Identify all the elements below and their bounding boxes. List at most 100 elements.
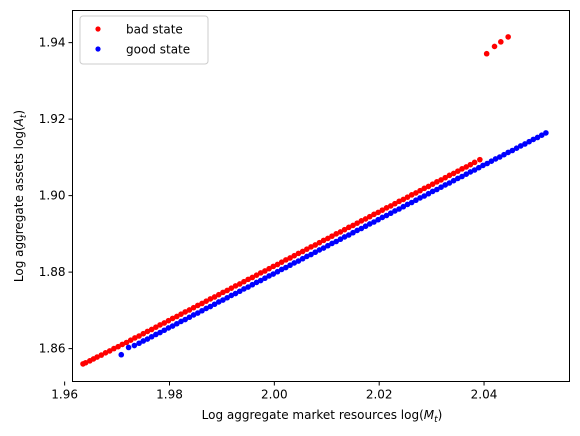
data-point xyxy=(178,318,184,325)
data-point xyxy=(371,211,377,218)
data-point xyxy=(358,218,365,224)
data-point xyxy=(477,156,483,163)
data-point xyxy=(505,149,511,156)
data-point xyxy=(392,208,398,214)
data-point xyxy=(165,325,172,331)
data-point xyxy=(496,154,503,160)
data-point xyxy=(320,245,327,251)
data-point xyxy=(165,317,172,324)
data-point xyxy=(408,192,415,198)
data-point xyxy=(136,333,142,339)
data-point xyxy=(341,226,348,233)
data-point xyxy=(153,331,159,338)
data-point xyxy=(463,164,470,170)
data-point xyxy=(325,235,331,242)
data-point xyxy=(123,339,130,346)
data-point xyxy=(308,244,314,250)
legend-label-good-state: good state xyxy=(126,43,190,57)
data-point xyxy=(140,330,147,337)
data-point xyxy=(295,258,302,264)
data-point xyxy=(249,281,256,288)
y-tick-label: 1.92 xyxy=(39,112,66,126)
data-point xyxy=(371,219,377,225)
data-point xyxy=(492,156,499,162)
data-point xyxy=(312,249,319,256)
data-point xyxy=(379,207,386,213)
y-tick-label: 1.94 xyxy=(39,36,66,50)
data-point xyxy=(203,305,209,312)
data-point xyxy=(136,340,142,347)
data-point xyxy=(140,338,147,344)
data-point xyxy=(329,233,335,239)
data-point xyxy=(383,205,390,211)
data-point xyxy=(283,257,289,263)
data-point xyxy=(429,188,436,195)
data-point xyxy=(434,186,440,193)
data-point xyxy=(270,271,277,277)
data-point xyxy=(111,345,117,352)
x-tick-label: 2.00 xyxy=(261,388,288,402)
data-point xyxy=(115,343,121,350)
data-point xyxy=(132,335,138,341)
data-point xyxy=(438,177,444,183)
data-point xyxy=(329,240,335,247)
data-point xyxy=(345,224,352,231)
data-point xyxy=(455,168,461,174)
data-point xyxy=(467,161,474,168)
data-point xyxy=(195,310,201,316)
x-tick-label: 1.98 xyxy=(156,388,183,402)
y-tick-label: 1.86 xyxy=(39,342,66,356)
data-point xyxy=(291,260,298,266)
data-point xyxy=(82,359,89,366)
data-point xyxy=(224,294,230,301)
data-point xyxy=(236,281,243,287)
data-point xyxy=(106,348,113,354)
y-axis-label: Log aggregate assets log(At) xyxy=(12,110,29,282)
data-point xyxy=(484,160,490,167)
data-point xyxy=(526,138,532,145)
data-point xyxy=(207,303,214,310)
data-point xyxy=(530,136,537,143)
data-point xyxy=(186,307,193,313)
data-point xyxy=(253,279,260,286)
data-point xyxy=(534,134,541,141)
data-point xyxy=(400,196,407,203)
data-point xyxy=(501,151,507,158)
data-point xyxy=(169,323,176,329)
data-point xyxy=(459,166,465,172)
data-point xyxy=(241,278,247,285)
data-point xyxy=(517,143,524,149)
data-point xyxy=(182,309,189,315)
data-point xyxy=(174,313,180,320)
data-point xyxy=(207,296,214,302)
data-point xyxy=(358,225,365,232)
data-point xyxy=(488,158,495,164)
y-axis-ticks: 1.86 1.88 1.90 1.92 1.94 xyxy=(39,36,73,356)
data-point xyxy=(283,264,289,271)
data-point xyxy=(337,236,344,243)
x-axis-ticks: 1.96 1.98 2.00 2.02 2.04 xyxy=(51,381,497,402)
x-tick-label: 2.02 xyxy=(366,388,393,402)
data-point xyxy=(127,337,134,343)
data-point xyxy=(538,132,545,138)
data-point xyxy=(228,285,235,291)
data-point xyxy=(220,297,226,303)
data-point xyxy=(408,199,415,206)
data-point xyxy=(413,190,419,196)
data-point xyxy=(333,238,340,245)
data-point xyxy=(450,177,457,184)
data-point xyxy=(161,320,168,326)
data-point xyxy=(299,248,306,255)
data-point xyxy=(480,162,486,169)
data-point xyxy=(362,223,369,230)
data-point xyxy=(446,180,453,186)
data-point xyxy=(450,170,457,177)
data-point xyxy=(522,141,528,147)
data-point xyxy=(119,341,126,348)
data-point xyxy=(375,209,381,216)
data-point xyxy=(354,227,360,234)
data-point xyxy=(425,183,432,190)
data-point xyxy=(421,185,428,192)
data-point xyxy=(345,232,352,238)
